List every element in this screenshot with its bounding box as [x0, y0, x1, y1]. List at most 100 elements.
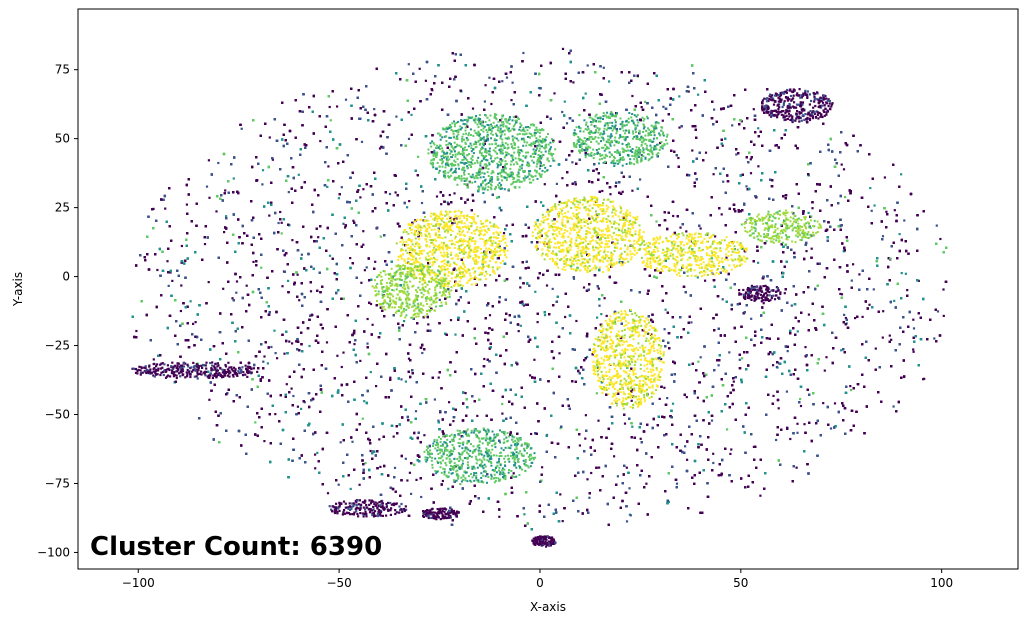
- scatter-point: [605, 314, 608, 317]
- scatter-point: [215, 210, 218, 213]
- scatter-point: [912, 350, 915, 353]
- scatter-point: [529, 374, 532, 377]
- scatter-point: [501, 80, 504, 83]
- scatter-point: [340, 365, 343, 369]
- scatter-point: [810, 247, 813, 250]
- scatter-point: [254, 421, 257, 424]
- scatter-point: [369, 302, 373, 306]
- scatter-point: [823, 369, 826, 372]
- scatter-point: [699, 356, 702, 359]
- scatter-point: [752, 445, 755, 448]
- scatter-point: [180, 244, 183, 248]
- scatter-point: [584, 437, 587, 440]
- scatter-point: [371, 323, 374, 326]
- scatter-point: [704, 151, 708, 154]
- scatter-point: [645, 129, 648, 132]
- scatter-point: [362, 243, 365, 246]
- scatter-point: [684, 445, 687, 448]
- scatter-point: [389, 376, 392, 379]
- scatter-point: [726, 428, 729, 431]
- scatter-point: [561, 47, 565, 50]
- scatter-point: [630, 399, 633, 402]
- scatter-point: [393, 466, 397, 469]
- scatter-point: [522, 51, 525, 55]
- scatter-point: [453, 192, 456, 195]
- scatter-point: [882, 310, 885, 313]
- scatter-point: [869, 187, 872, 190]
- scatter-point: [268, 136, 271, 139]
- scatter-point: [763, 105, 766, 108]
- scatter-point: [803, 423, 806, 426]
- scatter-point: [164, 207, 167, 210]
- scatter-point: [881, 336, 884, 339]
- scatter-point: [392, 435, 395, 438]
- scatter-point: [750, 317, 753, 320]
- scatter-point: [378, 147, 382, 150]
- scatter-point: [417, 155, 420, 158]
- scatter-point: [420, 495, 423, 499]
- scatter-point: [362, 230, 365, 233]
- scatter-point: [825, 356, 828, 359]
- scatter-point: [712, 461, 715, 465]
- scatter-point: [285, 383, 288, 386]
- scatter-point: [222, 287, 225, 290]
- scatter-point: [629, 514, 632, 517]
- scatter-point: [772, 364, 775, 367]
- scatter-point: [394, 191, 397, 194]
- scatter-point: [364, 462, 367, 465]
- scatter-point: [263, 355, 266, 358]
- scatter-point: [337, 197, 340, 200]
- scatter-point: [584, 414, 587, 417]
- scatter-point: [584, 251, 587, 255]
- scatter-point: [740, 120, 743, 123]
- scatter-point: [881, 235, 885, 238]
- scatter-point: [287, 279, 290, 282]
- scatter-point: [288, 340, 291, 343]
- scatter-point: [710, 419, 714, 422]
- scatter-point: [672, 214, 675, 218]
- scatter-point: [362, 188, 365, 191]
- scatter-point: [663, 328, 666, 331]
- scatter-point: [344, 226, 347, 229]
- scatter-point: [231, 297, 234, 300]
- scatter-point: [441, 479, 444, 483]
- scatter-point: [721, 298, 724, 301]
- scatter-point: [602, 66, 605, 69]
- scatter-point: [519, 324, 522, 327]
- scatter-point: [759, 293, 762, 296]
- scatter-point: [690, 321, 693, 324]
- scatter-point: [551, 287, 554, 290]
- scatter-point: [745, 185, 748, 188]
- scatter-point: [235, 291, 238, 294]
- scatter-point: [833, 402, 837, 405]
- scatter-point: [572, 81, 575, 84]
- scatter-point: [328, 254, 332, 257]
- scatter-point: [662, 105, 665, 108]
- scatter-point: [543, 183, 546, 186]
- scatter-point: [870, 209, 873, 212]
- scatter-point: [171, 279, 174, 282]
- scatter-point: [597, 287, 600, 290]
- scatter-point: [225, 215, 228, 218]
- scatter-point: [519, 286, 522, 289]
- scatter-point: [805, 250, 808, 253]
- scatter-point: [762, 302, 765, 305]
- scatter-point: [410, 113, 413, 116]
- scatter-point: [352, 219, 355, 222]
- scatter-point: [678, 126, 681, 129]
- scatter-point: [361, 417, 364, 420]
- scatter-point: [179, 309, 182, 313]
- scatter-point: [561, 520, 564, 523]
- scatter-point: [586, 478, 589, 481]
- scatter-point: [904, 272, 907, 275]
- scatter-point: [563, 100, 566, 103]
- scatter-point: [388, 192, 392, 196]
- scatter-point: [166, 260, 169, 263]
- scatter-point: [555, 182, 558, 185]
- scatter-point: [658, 397, 661, 400]
- scatter-point: [777, 407, 780, 410]
- scatter-point: [353, 343, 356, 346]
- scatter-point: [685, 396, 688, 399]
- scatter-point: [640, 106, 643, 109]
- scatter-point: [903, 219, 906, 222]
